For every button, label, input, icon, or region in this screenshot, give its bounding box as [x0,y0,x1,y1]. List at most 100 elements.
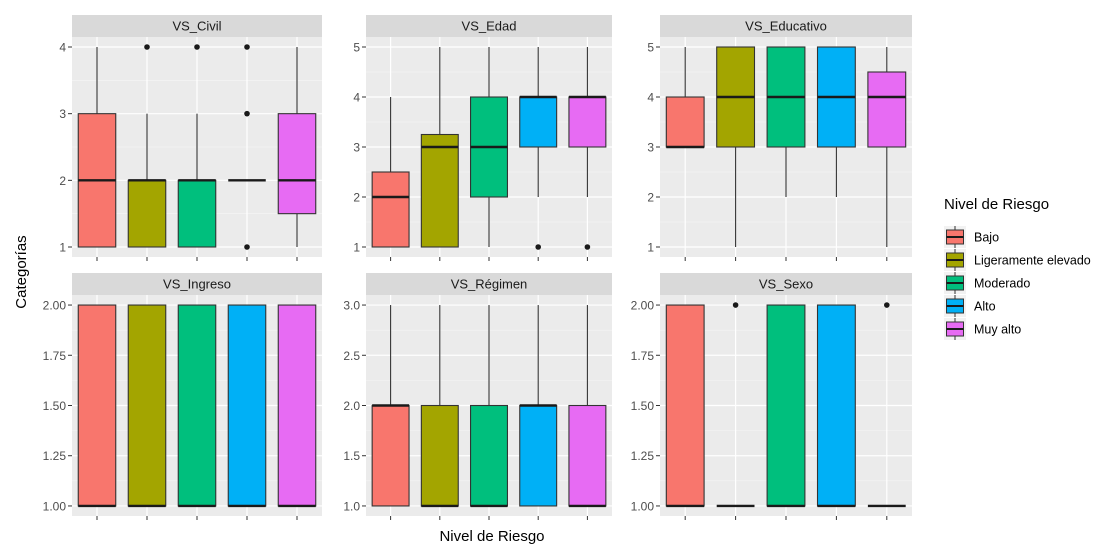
box-body [127,304,167,507]
y-tick-label: 3 [647,141,654,155]
box-body [766,304,806,507]
box-moderado [766,46,806,197]
box-ligeramente-elevado [420,305,459,508]
outlier-point [194,44,200,50]
y-tick-label: 1.0 [343,499,360,513]
box-muy-alto [568,305,607,508]
box-bajo [77,304,117,508]
panel-strip-label: VS_Civil [172,19,221,34]
outlier-point [584,244,591,250]
box-body [371,404,410,507]
legend-label: Ligeramente elevado [974,254,1091,268]
panel-strip [660,15,912,37]
box-body [127,179,167,248]
y-tick-label: 1.00 [631,499,655,513]
box-bajo [77,47,117,248]
outlier-point [535,244,541,250]
y-tick-label: 3.0 [343,299,360,313]
y-tick-label: 1 [647,241,654,255]
box-moderado [469,305,508,508]
panel-vs_civil: VS_Civil 1 2 3 4 [59,15,322,261]
box-bajo [665,47,705,149]
legend-item: Ligeramente elevado [944,249,1091,271]
box-body [867,71,907,148]
box-ligeramente-elevado [420,47,459,248]
panel-strip [72,15,322,37]
panel-strip-label: VS_Régimen [451,277,528,292]
y-tick-label: 1 [353,241,360,255]
y-tick-label: 2.00 [631,299,655,313]
box-moderado [469,47,508,247]
box-ligeramente-elevado [127,44,167,248]
y-tick-label: 2 [59,174,66,188]
box-body [816,304,856,507]
box-muy-alto [867,302,906,508]
legend-label: Bajo [974,231,999,245]
y-tick-label: 1.25 [43,449,67,463]
y-tick-label: 5 [353,41,360,55]
box-body [371,171,410,248]
outlier-point [244,110,250,117]
legend-item: Muy alto [944,318,1021,340]
y-tick-label: 3 [59,107,66,121]
panel-vs_régimen: VS_Régimen 1.0 1.5 2.0 2.5 3.0 [343,273,612,520]
y-tick-label: 2 [353,191,360,205]
box-moderado [177,44,217,248]
outlier-point [884,302,890,308]
legend-title: Nivel de Riesgo [944,196,1049,213]
box-bajo [371,305,410,507]
box-bajo [371,97,410,248]
legend-label: Alto [974,300,996,314]
legend-item: Bajo [944,226,999,248]
y-tick-label: 2 [647,191,654,205]
y-tick-label: 2.00 [43,299,67,313]
legend-item: Alto [944,295,996,317]
panel-strip-label: VS_Educativo [745,19,827,34]
box-alto [519,47,558,250]
panel-strip-label: VS_Sexo [759,277,813,292]
y-tick-label: 4 [647,91,654,105]
panel-strip [72,273,322,295]
panel-strip-label: VS_Ingreso [163,277,231,292]
legend: Nivel de Riesgo Bajo Ligeramente elevado Mo… [944,196,1091,340]
y-tick-label: 1.00 [43,499,67,513]
y-tick-label: 1.5 [343,449,360,463]
box-body [420,404,459,507]
y-tick-label: 1.50 [631,399,655,413]
legend-label: Moderado [974,277,1030,291]
outlier-point [244,244,250,250]
box-body [177,304,217,507]
box-body [665,96,705,148]
box-body [469,404,508,507]
box-body [519,96,558,148]
panel-vs_edad: VS_Edad 1 2 3 4 5 [353,15,612,261]
x-axis-title: Nivel de Riesgo [439,528,544,544]
box-alto [816,304,856,508]
panel-vs_educativo: VS_Educativo 1 2 3 4 5 [647,15,912,261]
y-tick-label: 1 [59,241,66,255]
y-tick-label: 1.50 [43,399,67,413]
box-alto [519,305,558,507]
box-alto [227,304,267,508]
box-muy-alto [867,47,907,247]
box-body [665,304,705,507]
legend-label: Muy alto [974,323,1021,337]
box-body [177,179,217,248]
y-tick-label: 1.75 [631,349,655,363]
y-tick-label: 4 [59,41,66,55]
box-body [227,304,267,507]
y-axis-title: Categorías [13,235,30,308]
box-ligeramente-elevado [127,304,167,508]
box-muy-alto [568,47,607,250]
panel-strip [660,273,912,295]
panel-strip [366,15,612,37]
y-tick-label: 1.75 [43,349,67,363]
y-tick-label: 2.0 [343,399,360,413]
box-alto [816,46,856,197]
box-body [277,113,317,215]
box-muy-alto [277,47,317,247]
panel-strip-label: VS_Edad [462,19,517,34]
box-ligeramente-elevado [716,302,755,508]
